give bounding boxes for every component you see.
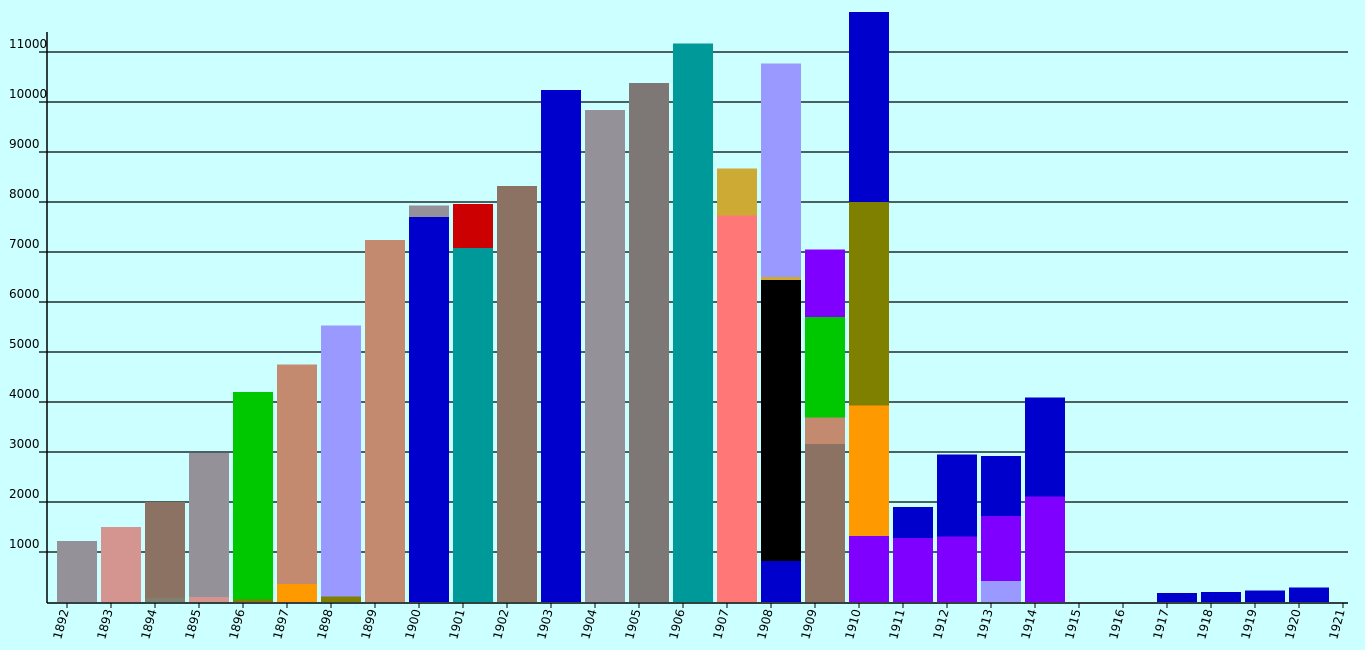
y-tick-label: 8000 (9, 187, 40, 201)
bar-segment (673, 43, 713, 602)
bar-segment (1201, 592, 1241, 602)
bar-segment (937, 536, 977, 602)
x-tick-label: 1909 (798, 608, 819, 641)
bar-segment (805, 444, 845, 602)
bar-segment (981, 516, 1021, 581)
x-tick-label: 1917 (1150, 608, 1171, 641)
bar-segment (233, 392, 273, 600)
bar-segment (717, 168, 757, 216)
bar-segment (1157, 593, 1197, 602)
x-tick-label: 1916 (1106, 608, 1127, 641)
bar-segment (629, 83, 669, 602)
y-tick-label: 9000 (9, 137, 40, 151)
x-tick-label: 1913 (974, 608, 995, 641)
bar-segment (805, 317, 845, 418)
x-tick-label: 1896 (226, 608, 247, 641)
bar-segment (849, 405, 889, 536)
bar-segment (321, 596, 361, 602)
y-tick-label: 6000 (9, 287, 40, 301)
bar-segment (145, 502, 185, 598)
y-tick-label: 3000 (9, 437, 40, 451)
bar-segment (849, 12, 889, 202)
bar-segment (585, 110, 625, 602)
bar-segment (409, 217, 449, 602)
x-tick-label: 1902 (490, 608, 511, 641)
bar-segment (453, 204, 493, 248)
bar-segment (805, 417, 845, 444)
bar-segment (321, 325, 361, 597)
y-tick-label: 1000 (9, 537, 40, 551)
bar-segment (1289, 587, 1329, 602)
bar-segment (189, 453, 229, 597)
bar-segment (761, 561, 801, 602)
x-tick-label: 1914 (1018, 608, 1039, 641)
y-tick-label: 11000 (9, 37, 47, 51)
y-tick-label: 4000 (9, 387, 40, 401)
bar-segment (761, 277, 801, 280)
x-tick-label: 1903 (534, 608, 555, 641)
x-tick-label: 1893 (94, 608, 115, 641)
bar-segment (1025, 496, 1065, 602)
x-tick-label: 1892 (50, 608, 71, 641)
bar-segment (145, 598, 185, 602)
x-tick-label: 1900 (402, 608, 423, 641)
bar-segment (453, 248, 493, 602)
x-tick-label: 1908 (754, 608, 775, 641)
bar-segment (893, 538, 933, 602)
y-tick-label: 5000 (9, 337, 40, 351)
bar-segment (761, 63, 801, 277)
bar-segment (1025, 397, 1065, 497)
x-tick-label: 1915 (1062, 608, 1083, 641)
x-tick-label: 1904 (578, 608, 599, 641)
x-tick-label: 1907 (710, 608, 731, 641)
bar-segment (805, 249, 845, 317)
bar-segment (277, 584, 317, 602)
x-tick-labels: 1892 1893 1894 1895 1896 1897 1898 1899 1900 1901… (50, 608, 1347, 641)
bar-segment (761, 280, 801, 561)
bar-segment (365, 240, 405, 602)
bar-segment (893, 507, 933, 538)
x-tick-label: 1921 (1326, 608, 1347, 641)
y-tick-label: 10000 (9, 87, 47, 101)
bar-segment (981, 456, 1021, 516)
x-tick-label: 1918 (1194, 608, 1215, 641)
x-tick-label: 1911 (886, 608, 907, 641)
bar-segment (277, 364, 317, 584)
x-tick-label: 1897 (270, 608, 291, 641)
bar-segment (981, 581, 1021, 602)
bar-segment (101, 527, 141, 602)
x-tick-label: 1895 (182, 608, 203, 641)
x-tick-label: 1901 (446, 608, 467, 641)
bar-segment (57, 541, 97, 602)
x-tick-label: 1906 (666, 608, 687, 641)
y-tick-label: 2000 (9, 487, 40, 501)
bar-segment (233, 599, 273, 602)
bar-segment (849, 536, 889, 602)
bar-segment (189, 597, 229, 602)
bars (57, 12, 1329, 602)
bar-segment (849, 202, 889, 406)
x-tick-label: 1905 (622, 608, 643, 641)
y-tick-label: 7000 (9, 237, 40, 251)
bar-segment (1245, 590, 1285, 602)
axes (46, 32, 1348, 608)
bar-segment (497, 186, 537, 602)
bar-segment (541, 90, 581, 602)
x-tick-label: 1899 (358, 608, 379, 641)
x-tick-label: 1919 (1238, 608, 1259, 641)
x-tick-label: 1894 (138, 608, 159, 641)
bar-segment (717, 215, 757, 602)
bar-segment (409, 205, 449, 217)
x-tick-label: 1920 (1282, 608, 1303, 641)
x-tick-label: 1912 (930, 608, 951, 641)
x-tick-label: 1910 (842, 608, 863, 641)
y-tick-labels: 1000 2000 3000 4000 5000 6000 7000 8000 9000 1000… (9, 37, 47, 551)
x-tick-label: 1898 (314, 608, 335, 641)
bar-segment (937, 454, 977, 537)
